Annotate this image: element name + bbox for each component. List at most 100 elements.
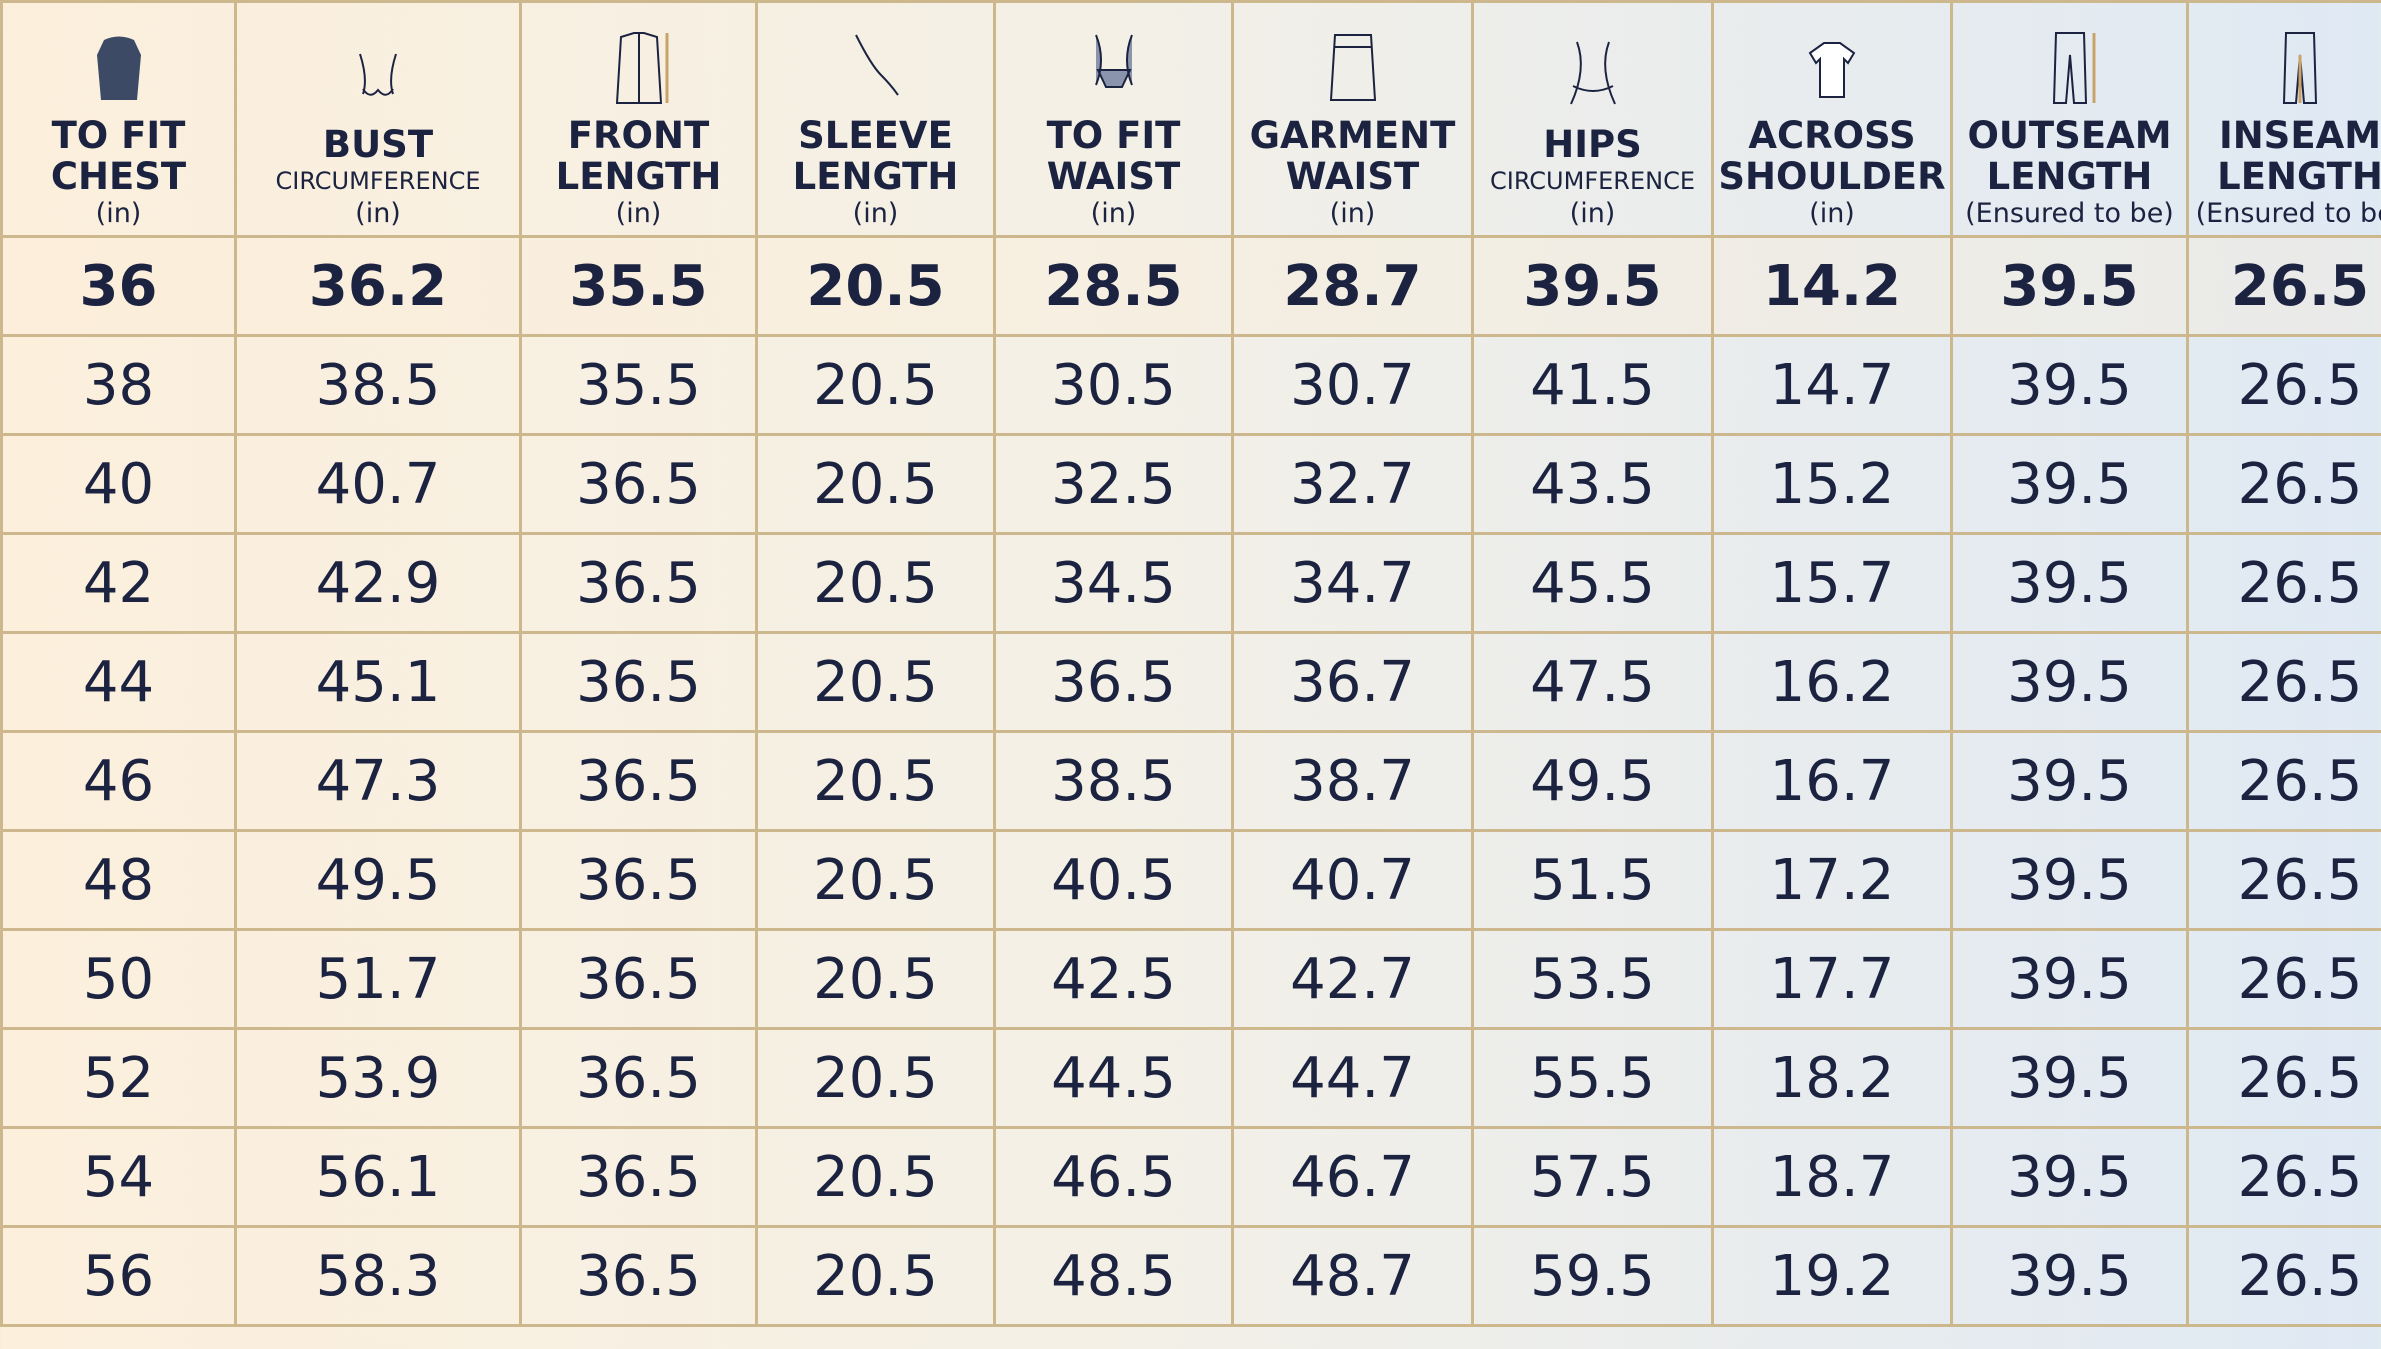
table-cell: 46.7 [1231, 1126, 1474, 1228]
table-cell: 38.5 [993, 730, 1234, 832]
table-cell: 30.7 [1231, 334, 1474, 436]
table-cell: 44.5 [993, 1027, 1234, 1129]
table-cell: 17.7 [1711, 928, 1953, 1030]
icon [1569, 41, 1616, 105]
table-cell: 36.5 [519, 1126, 758, 1228]
table-cell: 56.1 [234, 1126, 522, 1228]
table-cell: 52 [0, 1027, 237, 1129]
table-cell: 36.5 [519, 433, 758, 535]
table-cell: 53.9 [234, 1027, 522, 1129]
table-cell: 55.5 [1471, 1027, 1714, 1129]
table-cell: 39.5 [1950, 235, 2189, 337]
header-unit: (in) [615, 198, 662, 229]
table-cell: 45.5 [1471, 532, 1714, 634]
column-header: GARMENT WAIST (in) [1231, 0, 1474, 238]
header-title: INSEAM [2218, 114, 2381, 157]
header-title: FRONT [567, 114, 710, 157]
header-unit: (Ensured to be) [2195, 198, 2381, 229]
table-cell: 14.2 [1711, 235, 1953, 337]
table-cell: 20.5 [755, 829, 996, 931]
column-header: TO FIT WAIST (in) [993, 0, 1234, 238]
table-cell: 26.5 [2186, 334, 2381, 436]
table-cell: 43.5 [1471, 433, 1714, 535]
header-subtitle: CIRCUMFERENCE [1489, 167, 1696, 195]
table-row: 38 38.5 35.5 20.5 30.5 30.7 41.5 14.7 39.5 26.5 [0, 334, 2381, 436]
header-title: LENGTH [1986, 155, 2153, 198]
table-cell: 53.5 [1471, 928, 1714, 1030]
table-cell: 36.5 [519, 532, 758, 634]
table-cell: 20.5 [755, 928, 996, 1030]
icon [1329, 34, 1376, 101]
table-cell: 39.5 [1950, 928, 2189, 1030]
table-cell: 32.7 [1231, 433, 1474, 535]
table-cell: 17.2 [1711, 829, 1953, 931]
table-cell: 36.5 [993, 631, 1234, 733]
column-header: OUTSEAM LENGTH (Ensured to be) [1950, 0, 2189, 238]
column-header: TO FIT CHEST (in) [0, 0, 237, 238]
column-header: BUST CIRCUMFERENCE (in) [234, 0, 522, 238]
table-cell: 28.7 [1231, 235, 1474, 337]
table-cell: 20.5 [755, 532, 996, 634]
header-title: SHOULDER [1718, 155, 1946, 198]
header-unit: (in) [1329, 198, 1376, 229]
table-row: 42 42.9 36.5 20.5 34.5 34.7 45.5 15.7 39.5 26.5 [0, 532, 2381, 634]
table-cell: 26.5 [2186, 1027, 2381, 1129]
table-cell: 51.7 [234, 928, 522, 1030]
header-unit: (in) [1809, 198, 1855, 229]
table-row: 40 40.7 36.5 20.5 32.5 32.7 43.5 15.2 39.5 26.5 [0, 433, 2381, 535]
table-cell: 18.7 [1711, 1126, 1953, 1228]
table-cell: 20.5 [755, 1225, 996, 1327]
table-cell: 26.5 [2186, 235, 2381, 337]
table-cell: 46 [0, 730, 237, 832]
icon [96, 36, 141, 100]
table-cell: 20.5 [755, 1027, 996, 1129]
column-header: FRONT LENGTH (in) [519, 0, 758, 238]
header-title: WAIST [1046, 155, 1181, 198]
column-header: HIPS CIRCUMFERENCE (in) [1471, 0, 1714, 238]
table-cell: 48.7 [1231, 1225, 1474, 1327]
table-cell: 39.5 [1950, 1126, 2189, 1228]
header-unit: (in) [1090, 198, 1137, 229]
table-cell: 59.5 [1471, 1225, 1714, 1327]
table-cell: 42.9 [234, 532, 522, 634]
header-title: LENGTH [555, 155, 722, 198]
table-cell: 42 [0, 532, 237, 634]
table-cell: 26.5 [2186, 730, 2381, 832]
table-cell: 36.5 [519, 1225, 758, 1327]
table-cell: 57.5 [1471, 1126, 1714, 1228]
table-cell: 39.5 [1950, 829, 2189, 931]
header-title: OUTSEAM [1967, 114, 2172, 157]
table-row: 46 47.3 36.5 20.5 38.5 38.7 49.5 16.7 39.5 26.5 [0, 730, 2381, 832]
icon [359, 53, 397, 96]
table-cell: 42.7 [1231, 928, 1474, 1030]
table-cell: 36.5 [519, 829, 758, 931]
table-cell: 40.5 [993, 829, 1234, 931]
header-title: WAIST [1285, 155, 1420, 198]
table-cell: 30.5 [993, 334, 1234, 436]
table-cell: 38.5 [234, 334, 522, 436]
header-title: TO FIT [1046, 114, 1181, 157]
table-cell: 58.3 [234, 1225, 522, 1327]
table-cell: 49.5 [1471, 730, 1714, 832]
table-cell: 44.7 [1231, 1027, 1474, 1129]
table-cell: 44 [0, 631, 237, 733]
header-title: LENGTH [792, 155, 959, 198]
table-cell: 50 [0, 928, 237, 1030]
table-cell: 15.7 [1711, 532, 1953, 634]
table-cell: 36.5 [519, 1027, 758, 1129]
table-cell: 20.5 [755, 730, 996, 832]
table-cell: 39.5 [1950, 730, 2189, 832]
header-title: CHEST [50, 155, 187, 198]
table-cell: 26.5 [2186, 928, 2381, 1030]
header-subtitle: CIRCUMFERENCE [275, 167, 481, 195]
table-cell: 39.5 [1950, 631, 2189, 733]
column-header: SLEEVE LENGTH (in) [755, 0, 996, 238]
table-cell: 20.5 [755, 433, 996, 535]
icon [2052, 32, 2095, 104]
header-title: HIPS [1543, 123, 1642, 166]
table-cell: 26.5 [2186, 1126, 2381, 1228]
table-cell: 26.5 [2186, 433, 2381, 535]
